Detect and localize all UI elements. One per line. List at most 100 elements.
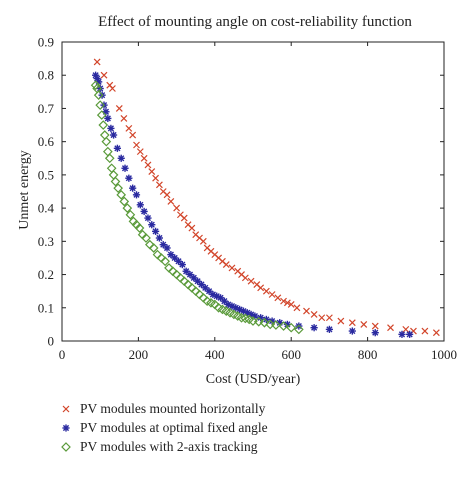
data-point — [133, 141, 140, 149]
data-point — [178, 260, 186, 269]
data-point — [108, 85, 116, 92]
data-point — [155, 234, 164, 242]
legend-entry: PV modules mounted horizontally — [62, 401, 266, 416]
data-point — [371, 322, 379, 330]
series-2 — [92, 71, 414, 338]
y-axis: 0 0.1 0.2 0.3 0.4 0.5 0.6 0.7 0.8 0.9 — [38, 35, 444, 349]
data-point — [293, 304, 301, 312]
data-point — [101, 136, 112, 147]
data-point — [152, 174, 160, 182]
data-point — [117, 154, 125, 162]
data-point — [283, 299, 291, 307]
data-point — [228, 264, 236, 272]
data-point — [121, 164, 129, 172]
data-point — [95, 100, 106, 110]
data-point — [318, 314, 326, 322]
data-point — [160, 256, 170, 267]
data-point — [100, 71, 108, 79]
data-point — [155, 181, 163, 189]
legend-entry: PV modules at optimal fixed angle — [62, 420, 268, 435]
y-tick-label: 0.4 — [38, 201, 55, 216]
y-tick-label: 0.7 — [38, 101, 55, 116]
data-point — [222, 261, 230, 269]
legend-label: PV modules with 2-axis tracking — [80, 439, 258, 454]
data-point — [120, 114, 128, 122]
data-point — [180, 214, 188, 222]
y-tick-label: 0.3 — [38, 234, 54, 249]
data-point — [144, 214, 152, 222]
data-point — [274, 294, 282, 302]
data-point — [293, 324, 304, 335]
y-tick-label: 0.9 — [38, 35, 54, 50]
data-point — [122, 203, 133, 213]
data-point — [325, 325, 333, 333]
legend-label: PV modules at optimal fixed angle — [80, 420, 268, 435]
data-point — [421, 327, 429, 335]
data-point — [398, 330, 406, 338]
data-point — [262, 287, 270, 295]
x-tick-label: 200 — [129, 347, 149, 362]
data-point — [371, 329, 379, 337]
data-point — [259, 317, 270, 328]
data-point — [129, 184, 137, 192]
data-point — [96, 110, 107, 120]
plot-area — [61, 41, 445, 342]
data-point — [98, 120, 109, 130]
y-tick-label: 0.1 — [38, 300, 54, 315]
x-tick-label: 800 — [358, 347, 378, 362]
y-tick-label: 0.5 — [38, 167, 54, 182]
data-point — [132, 191, 141, 199]
data-point — [173, 204, 181, 212]
data-point — [271, 320, 281, 330]
data-point — [402, 325, 410, 333]
data-point — [247, 277, 255, 285]
data-point — [115, 105, 123, 112]
data-point — [93, 58, 101, 66]
data-point — [96, 84, 104, 93]
data-series — [90, 58, 440, 338]
data-point — [337, 317, 345, 325]
data-point — [280, 297, 287, 305]
data-point — [140, 154, 148, 162]
data-point — [163, 191, 171, 199]
data-point — [432, 329, 440, 337]
data-point — [107, 124, 115, 132]
data-point — [125, 209, 136, 220]
data-point — [90, 80, 101, 91]
x-tick-label: 400 — [205, 347, 225, 362]
data-point — [406, 330, 414, 338]
data-point — [109, 131, 118, 139]
data-point — [286, 322, 297, 333]
data-point — [348, 327, 356, 335]
data-point — [387, 324, 394, 332]
chart-title: Effect of mounting angle on cost-reliabi… — [98, 14, 412, 30]
data-point — [199, 237, 207, 245]
data-point — [206, 297, 216, 308]
data-point — [287, 301, 295, 308]
data-point — [268, 291, 276, 298]
legend: PV modules mounted horizontally PV module… — [61, 401, 268, 454]
y-tick-label: 0.2 — [38, 267, 54, 282]
data-point — [310, 310, 318, 318]
data-point — [265, 319, 276, 330]
data-point — [348, 319, 356, 327]
series-3 — [90, 80, 304, 335]
data-point — [167, 251, 175, 259]
data-point — [303, 307, 310, 315]
data-point — [125, 174, 133, 182]
series-1 — [93, 58, 440, 337]
data-point — [110, 176, 121, 187]
data-point — [136, 148, 144, 156]
data-point — [148, 221, 156, 229]
data-point — [167, 198, 175, 205]
x-tick-label: 1000 — [431, 347, 457, 362]
data-point — [241, 274, 249, 282]
data-point — [104, 114, 112, 123]
legend-label: PV modules mounted horizontally — [80, 401, 266, 416]
data-point — [125, 124, 133, 132]
data-point — [310, 324, 318, 332]
x-axis: 0 200 400 600 800 1000 — [59, 42, 457, 362]
data-point — [119, 196, 130, 207]
data-point — [104, 153, 115, 164]
